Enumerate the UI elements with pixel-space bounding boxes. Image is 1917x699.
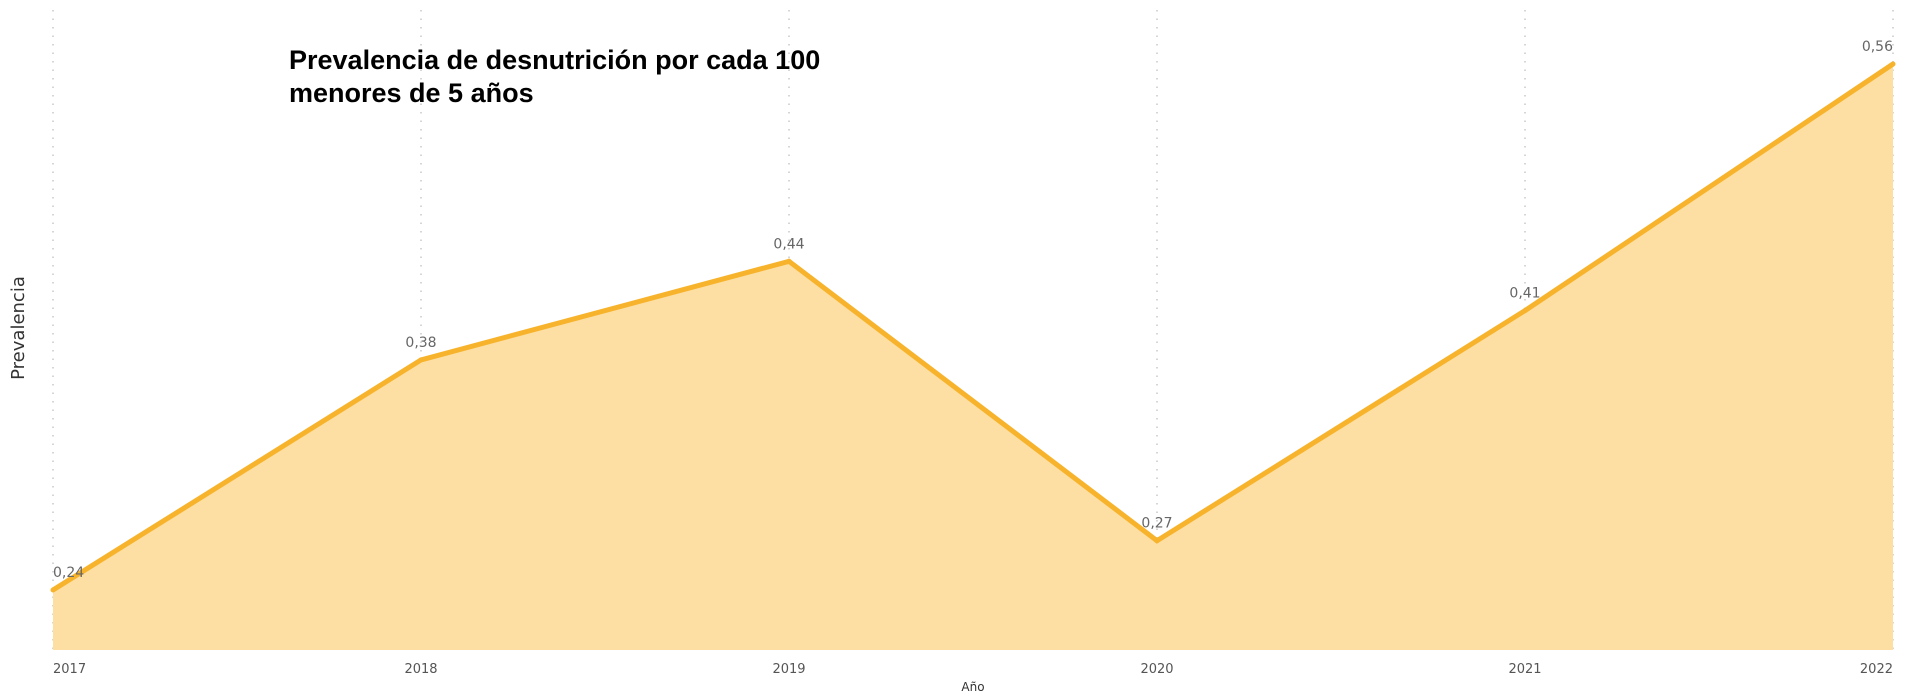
x-tick-2021: 2021 (1508, 662, 1541, 677)
data-label-2020: 0,27 (1141, 516, 1172, 532)
data-point-2022 (1890, 61, 1896, 67)
chart-title: Prevalencia de desnutrición por cada 100… (289, 45, 821, 108)
x-tick-2018: 2018 (404, 662, 437, 677)
x-tick-2019: 2019 (772, 662, 805, 677)
x-tick-2017: 2017 (53, 662, 86, 677)
data-label-2022: 0,56 (1862, 39, 1893, 55)
data-point-2017 (50, 587, 56, 593)
y-axis-title: Prevalencia (8, 276, 29, 380)
x-tick-2020: 2020 (1140, 662, 1173, 677)
data-labels: 0,24 0,38 0,44 0,27 0,41 0,56 (50, 39, 1896, 593)
data-point-2021 (1522, 308, 1528, 314)
data-label-2019: 0,44 (773, 236, 804, 252)
data-point-2020 (1154, 538, 1160, 544)
data-point-2018 (418, 357, 424, 363)
data-point-2019 (786, 258, 792, 264)
data-label-2021: 0,41 (1509, 286, 1540, 302)
x-axis-ticks: 2017 2018 2019 2020 2021 2022 (53, 662, 1893, 677)
x-tick-2022: 2022 (1860, 662, 1893, 677)
area-fill (53, 64, 1893, 650)
data-label-2017: 0,24 (53, 565, 84, 581)
data-label-2018: 0,38 (405, 335, 436, 351)
x-axis-title: Año (961, 680, 984, 694)
series-line (51, 61, 1895, 593)
